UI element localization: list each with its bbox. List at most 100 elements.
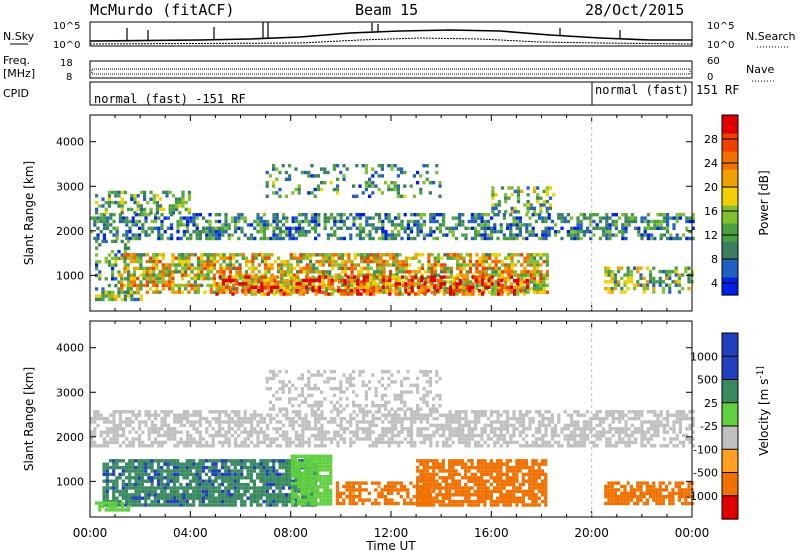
scatter-cell — [93, 216, 97, 220]
scatter-cell — [144, 489, 148, 494]
scatter-cell — [170, 213, 174, 217]
scatter-cell — [144, 499, 148, 504]
scatter-cell — [539, 280, 543, 284]
scatter-cell — [380, 397, 384, 401]
scatter-cell — [234, 216, 238, 220]
noise-sky-trace — [89, 29, 692, 42]
scatter-cell — [256, 433, 260, 438]
scatter-cell — [134, 233, 138, 237]
scatter-cell — [323, 370, 327, 374]
scatter-cell — [337, 253, 341, 257]
scatter-cell — [458, 423, 462, 428]
scatter-cell — [176, 493, 180, 497]
scatter-cell — [390, 223, 394, 227]
scatter-cell — [672, 413, 676, 417]
scatter-cell — [273, 283, 277, 288]
scatter-cell — [480, 226, 484, 230]
scatter-cell — [109, 216, 113, 220]
scatter-cell — [400, 167, 404, 171]
scatter-cell — [126, 290, 130, 294]
scatter-cell — [339, 383, 343, 387]
scatter-cell — [118, 499, 122, 504]
scatter-cell — [317, 437, 321, 441]
scatter-cell — [115, 440, 119, 445]
scatter-cell — [150, 413, 154, 417]
scatter-cell — [263, 278, 267, 283]
scatter-cell — [474, 416, 478, 421]
scatter-cell — [294, 410, 298, 414]
scatter-cell — [413, 275, 417, 279]
scatter-cell — [528, 444, 532, 448]
scatter-cell — [419, 413, 423, 417]
scatter-cell — [241, 289, 245, 293]
scatter-cell — [336, 440, 340, 445]
scatter-cell — [449, 256, 453, 260]
power-colorbar-label: Power [dB] — [757, 170, 771, 235]
scatter-cell — [176, 420, 180, 424]
scatter-cell — [144, 503, 148, 507]
scatter-cell — [102, 440, 106, 445]
scatter-cell — [273, 292, 277, 296]
scatter-cell — [314, 226, 318, 230]
scatter-cell — [289, 280, 293, 284]
scatter-cell — [336, 444, 340, 448]
scatter-cell — [630, 433, 634, 438]
scatter-cell — [522, 236, 526, 241]
scatter-cell — [528, 420, 532, 424]
scatter-cell — [307, 393, 311, 398]
scatter-cell — [323, 433, 327, 438]
scatter-cell — [333, 437, 337, 441]
scatter-cell — [691, 416, 695, 421]
scatter-cell — [297, 191, 301, 195]
scatter-cell — [432, 236, 436, 241]
scatter-cell — [382, 263, 386, 267]
scatter-cell — [124, 462, 129, 466]
scatter-cell — [96, 233, 100, 237]
scatter-cell — [627, 433, 631, 438]
scatter-cell — [475, 283, 479, 288]
scatter-cell — [483, 230, 487, 234]
scatter-cell — [394, 416, 398, 421]
scatter-cell — [133, 194, 137, 198]
scatter-cell — [438, 423, 442, 428]
scatter-cell — [387, 413, 391, 417]
scatter-cell — [144, 496, 148, 500]
scatter-cell — [265, 181, 269, 185]
scatter-cell — [177, 253, 181, 257]
noise-panel-frame — [89, 21, 693, 47]
scatter-cell — [169, 472, 173, 477]
scatter-cell — [289, 263, 293, 267]
scatter-cell — [272, 427, 276, 431]
scatter-cell — [196, 290, 201, 294]
scatter-cell — [131, 496, 135, 500]
scatter-cell — [589, 230, 593, 234]
scatter-cell — [263, 282, 267, 286]
scatter-cell — [99, 213, 103, 217]
scatter-cell — [111, 190, 115, 195]
scatter-cell — [547, 410, 551, 414]
scatter-cell — [666, 219, 670, 224]
scatter-cell — [90, 444, 94, 448]
scatter-cell — [358, 427, 362, 431]
y-tick-label: 4000 — [56, 136, 84, 149]
scatter-cell — [204, 465, 209, 470]
scatter-cell — [422, 397, 426, 401]
scatter-cell — [128, 416, 132, 421]
scatter-cell — [545, 283, 549, 288]
scatter-cell — [480, 233, 484, 237]
scatter-cell — [269, 413, 273, 417]
scatter-band — [491, 186, 556, 214]
scatter-cell — [205, 230, 209, 234]
scatter-cell — [362, 275, 366, 279]
scatter-cell — [595, 413, 599, 417]
scatter-cell — [613, 283, 617, 287]
scatter-cell — [624, 440, 628, 445]
scatter-cell — [598, 236, 602, 241]
scatter-cell — [126, 287, 130, 291]
scatter-cell — [118, 423, 122, 428]
scatter-cell — [152, 194, 156, 198]
scatter-cell — [465, 283, 469, 288]
scatter-cell — [138, 233, 142, 237]
scatter-cell — [586, 433, 590, 438]
scatter-cell — [557, 420, 561, 424]
